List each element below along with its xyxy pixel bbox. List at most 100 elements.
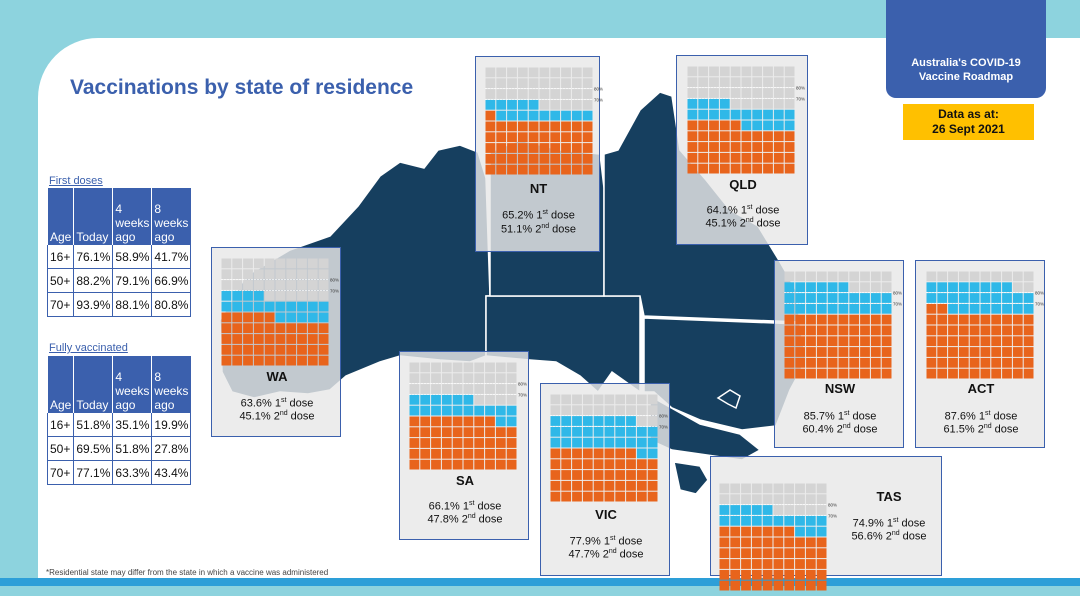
waffle-square — [221, 323, 232, 334]
waffle-square — [730, 537, 741, 548]
waffle-square — [561, 143, 571, 153]
waffle-square — [593, 437, 604, 448]
waffle-square — [795, 314, 806, 325]
waffle-square — [752, 109, 763, 120]
waffle-square — [730, 505, 741, 515]
waffle-square — [571, 132, 582, 143]
waffle-square — [816, 347, 827, 357]
waffle-square — [784, 368, 795, 379]
waffle-square — [232, 269, 243, 280]
waffle-square — [506, 405, 517, 416]
waffle-square — [1023, 314, 1034, 325]
waffle-square — [647, 426, 658, 437]
waffle-square — [539, 132, 550, 143]
waffle-square — [615, 394, 626, 405]
waffle-square — [452, 438, 463, 448]
waffle-square — [307, 355, 318, 366]
waffle-square — [698, 88, 709, 98]
waffle-square — [593, 470, 604, 480]
waffle-square — [452, 373, 463, 384]
waffle-square — [719, 569, 730, 580]
waffle-square — [937, 325, 948, 336]
waffle-square — [698, 98, 709, 109]
waffle-square — [980, 357, 991, 368]
waffle-square — [496, 89, 507, 99]
waffle-square — [517, 143, 528, 153]
waffle-square — [958, 336, 969, 347]
waffle-square — [495, 448, 506, 459]
waffle-square — [730, 88, 741, 98]
waffle-square — [539, 110, 550, 121]
waffle-square — [698, 163, 709, 174]
waffle-square — [431, 427, 441, 438]
waffle-square — [719, 66, 730, 77]
waffle-square — [647, 394, 658, 405]
waffle-square — [805, 505, 816, 515]
waffle-square — [463, 373, 474, 384]
waffle-square — [687, 120, 698, 131]
waffle-square — [698, 120, 709, 131]
waffle-square — [948, 336, 958, 347]
waffle-square — [275, 323, 286, 334]
cell-age: 16+ — [46, 244, 75, 269]
threshold-label-l80: 80% — [796, 86, 805, 91]
waffle-square — [773, 163, 784, 174]
waffle-square — [485, 110, 496, 121]
waffle-square — [937, 336, 948, 347]
first-dose-vic: 77.9% 1st dose — [569, 535, 643, 548]
waffle-square — [719, 483, 730, 494]
waffle-square — [593, 405, 604, 416]
waffle-square — [647, 448, 658, 459]
cell-8weeks: 19.9% — [151, 412, 192, 437]
waffle-square — [752, 98, 763, 109]
waffle-square — [275, 290, 286, 301]
waffle-square — [698, 131, 709, 142]
waffle-square — [463, 394, 474, 405]
waffle-square — [561, 99, 571, 110]
waffle-square — [253, 334, 264, 344]
waffle-square — [561, 448, 572, 459]
waffle-square — [937, 282, 948, 293]
waffle-square — [409, 373, 420, 384]
threshold-label-l70: 70% — [796, 96, 805, 101]
waffle-square — [572, 426, 582, 437]
waffle-square — [615, 491, 626, 502]
waffle-square — [507, 143, 517, 153]
waffle-square — [784, 88, 795, 98]
waffle-square — [1023, 357, 1034, 368]
cell-4weeks: 51.8% — [112, 436, 153, 461]
waffle-square — [495, 384, 506, 394]
col-header-8weeks: 8 weeks ago — [151, 356, 191, 413]
waffle-square — [784, 357, 795, 368]
state-name-act: ACT — [967, 381, 995, 396]
waffle-square — [751, 515, 762, 526]
waffle-square — [221, 258, 232, 269]
waffle-square — [452, 405, 463, 416]
waffle-square — [969, 357, 980, 368]
second-dose-nsw: 60.4% 2nd dose — [802, 423, 878, 436]
waffle-square — [307, 258, 318, 269]
waffle-square — [253, 355, 264, 366]
waffle-square — [980, 368, 991, 379]
waffle-square — [741, 163, 752, 174]
waffle-square — [647, 470, 658, 480]
waffle-square — [452, 448, 463, 459]
waffle-square — [441, 394, 452, 405]
waffle-square — [773, 88, 784, 98]
waffle-square — [318, 301, 329, 312]
waffle-square — [420, 416, 431, 427]
waffle-square — [496, 110, 507, 121]
waffle-square — [1023, 347, 1034, 357]
waffle-square — [948, 347, 958, 357]
waffle-square — [860, 357, 870, 368]
waffle-square — [806, 271, 816, 282]
waffle-square — [463, 416, 474, 427]
waffle-square — [485, 164, 496, 175]
waffle-square — [297, 334, 307, 344]
waffle-square — [420, 362, 431, 373]
waffle-square — [307, 301, 318, 312]
waffle-square — [636, 437, 647, 448]
waffle-square — [730, 569, 741, 580]
waffle-square — [827, 303, 838, 314]
waffle-square — [517, 153, 528, 164]
